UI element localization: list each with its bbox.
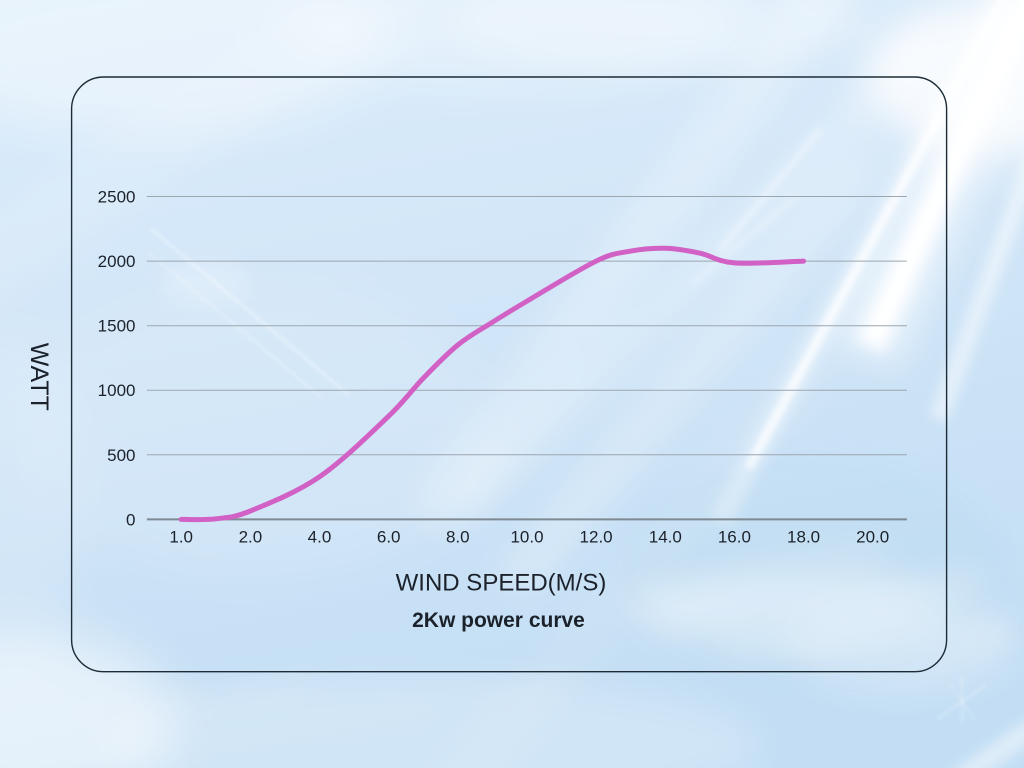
svg-text:1000: 1000: [98, 381, 136, 400]
svg-text:2Kw power curve: 2Kw power curve: [412, 609, 585, 632]
svg-text:2000: 2000: [98, 252, 136, 271]
svg-text:1500: 1500: [98, 317, 136, 336]
svg-text:16.0: 16.0: [718, 528, 751, 547]
svg-text:500: 500: [107, 446, 135, 465]
svg-text:10.0: 10.0: [510, 528, 543, 547]
svg-text:12.0: 12.0: [580, 528, 613, 547]
svg-text:WIND SPEED(M/S): WIND SPEED(M/S): [396, 570, 607, 597]
svg-text:2.0: 2.0: [239, 528, 263, 547]
svg-text:4.0: 4.0: [308, 528, 332, 547]
svg-text:WATT: WATT: [25, 343, 53, 411]
svg-text:14.0: 14.0: [649, 528, 682, 547]
svg-text:0: 0: [126, 510, 135, 529]
svg-text:6.0: 6.0: [377, 528, 401, 547]
svg-text:2500: 2500: [98, 188, 136, 207]
svg-text:8.0: 8.0: [446, 528, 470, 547]
svg-text:20.0: 20.0: [856, 528, 889, 547]
svg-text:18.0: 18.0: [787, 528, 820, 547]
svg-text:1.0: 1.0: [169, 528, 193, 547]
